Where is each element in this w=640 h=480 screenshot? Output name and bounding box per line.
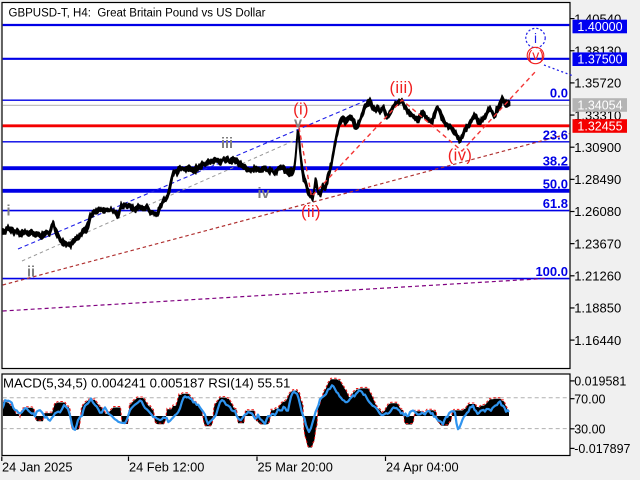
svg-text:25 Mar 20:00: 25 Mar 20:00 (258, 459, 333, 474)
svg-text:1.21260: 1.21260 (574, 269, 621, 284)
svg-text:(i): (i) (293, 101, 309, 119)
svg-text:1.30900: 1.30900 (574, 140, 621, 155)
svg-text:(iii): (iii) (390, 79, 414, 97)
svg-text:iv: iv (257, 186, 269, 202)
svg-text:0.0: 0.0 (550, 86, 568, 101)
svg-text:30.00: 30.00 (574, 422, 605, 436)
svg-text:1.34054: 1.34054 (577, 98, 622, 112)
svg-text:0.019581: 0.019581 (574, 375, 626, 389)
svg-text:1.18850: 1.18850 (574, 301, 621, 316)
svg-text:MACD(5,34,5) 0.004241 0.005187: MACD(5,34,5) 0.004241 0.005187 RSI(14) 5… (3, 375, 290, 390)
svg-text:1.40000: 1.40000 (577, 20, 622, 34)
svg-text:GBPUSD-T, H4: Great Britain P: GBPUSD-T, H4: Great Britain Pound vs US … (9, 8, 266, 20)
svg-text:100.0: 100.0 (535, 264, 568, 279)
svg-text:iii: iii (221, 136, 233, 152)
svg-text:(v): (v) (528, 47, 544, 63)
svg-text:-0.017897: -0.017897 (574, 442, 630, 456)
svg-text:1.37500: 1.37500 (577, 53, 622, 67)
svg-text:1.26080: 1.26080 (574, 204, 621, 219)
svg-text:23.6: 23.6 (543, 127, 568, 142)
svg-text:i: i (534, 31, 537, 46)
svg-text:(iv): (iv) (448, 147, 473, 165)
svg-text:1.16440: 1.16440 (574, 333, 621, 348)
svg-text:ii: ii (27, 265, 35, 281)
svg-text:38.2: 38.2 (543, 154, 568, 169)
svg-text:(ii): (ii) (301, 203, 321, 221)
svg-text:1.32455: 1.32455 (577, 119, 622, 133)
svg-text:24 Apr 04:00: 24 Apr 04:00 (386, 459, 459, 474)
svg-text:50.0: 50.0 (543, 176, 568, 191)
svg-text:1.23670: 1.23670 (574, 236, 621, 251)
svg-text:70.00: 70.00 (574, 392, 605, 406)
svg-text:v: v (294, 116, 302, 132)
svg-text:1.28490: 1.28490 (574, 172, 621, 187)
svg-text:61.8: 61.8 (543, 196, 568, 211)
svg-text:i: i (6, 204, 10, 220)
svg-text:24 Jan 2025: 24 Jan 2025 (2, 459, 72, 474)
svg-text:1.35720: 1.35720 (574, 76, 621, 91)
svg-text:24 Feb 12:00: 24 Feb 12:00 (129, 459, 204, 474)
